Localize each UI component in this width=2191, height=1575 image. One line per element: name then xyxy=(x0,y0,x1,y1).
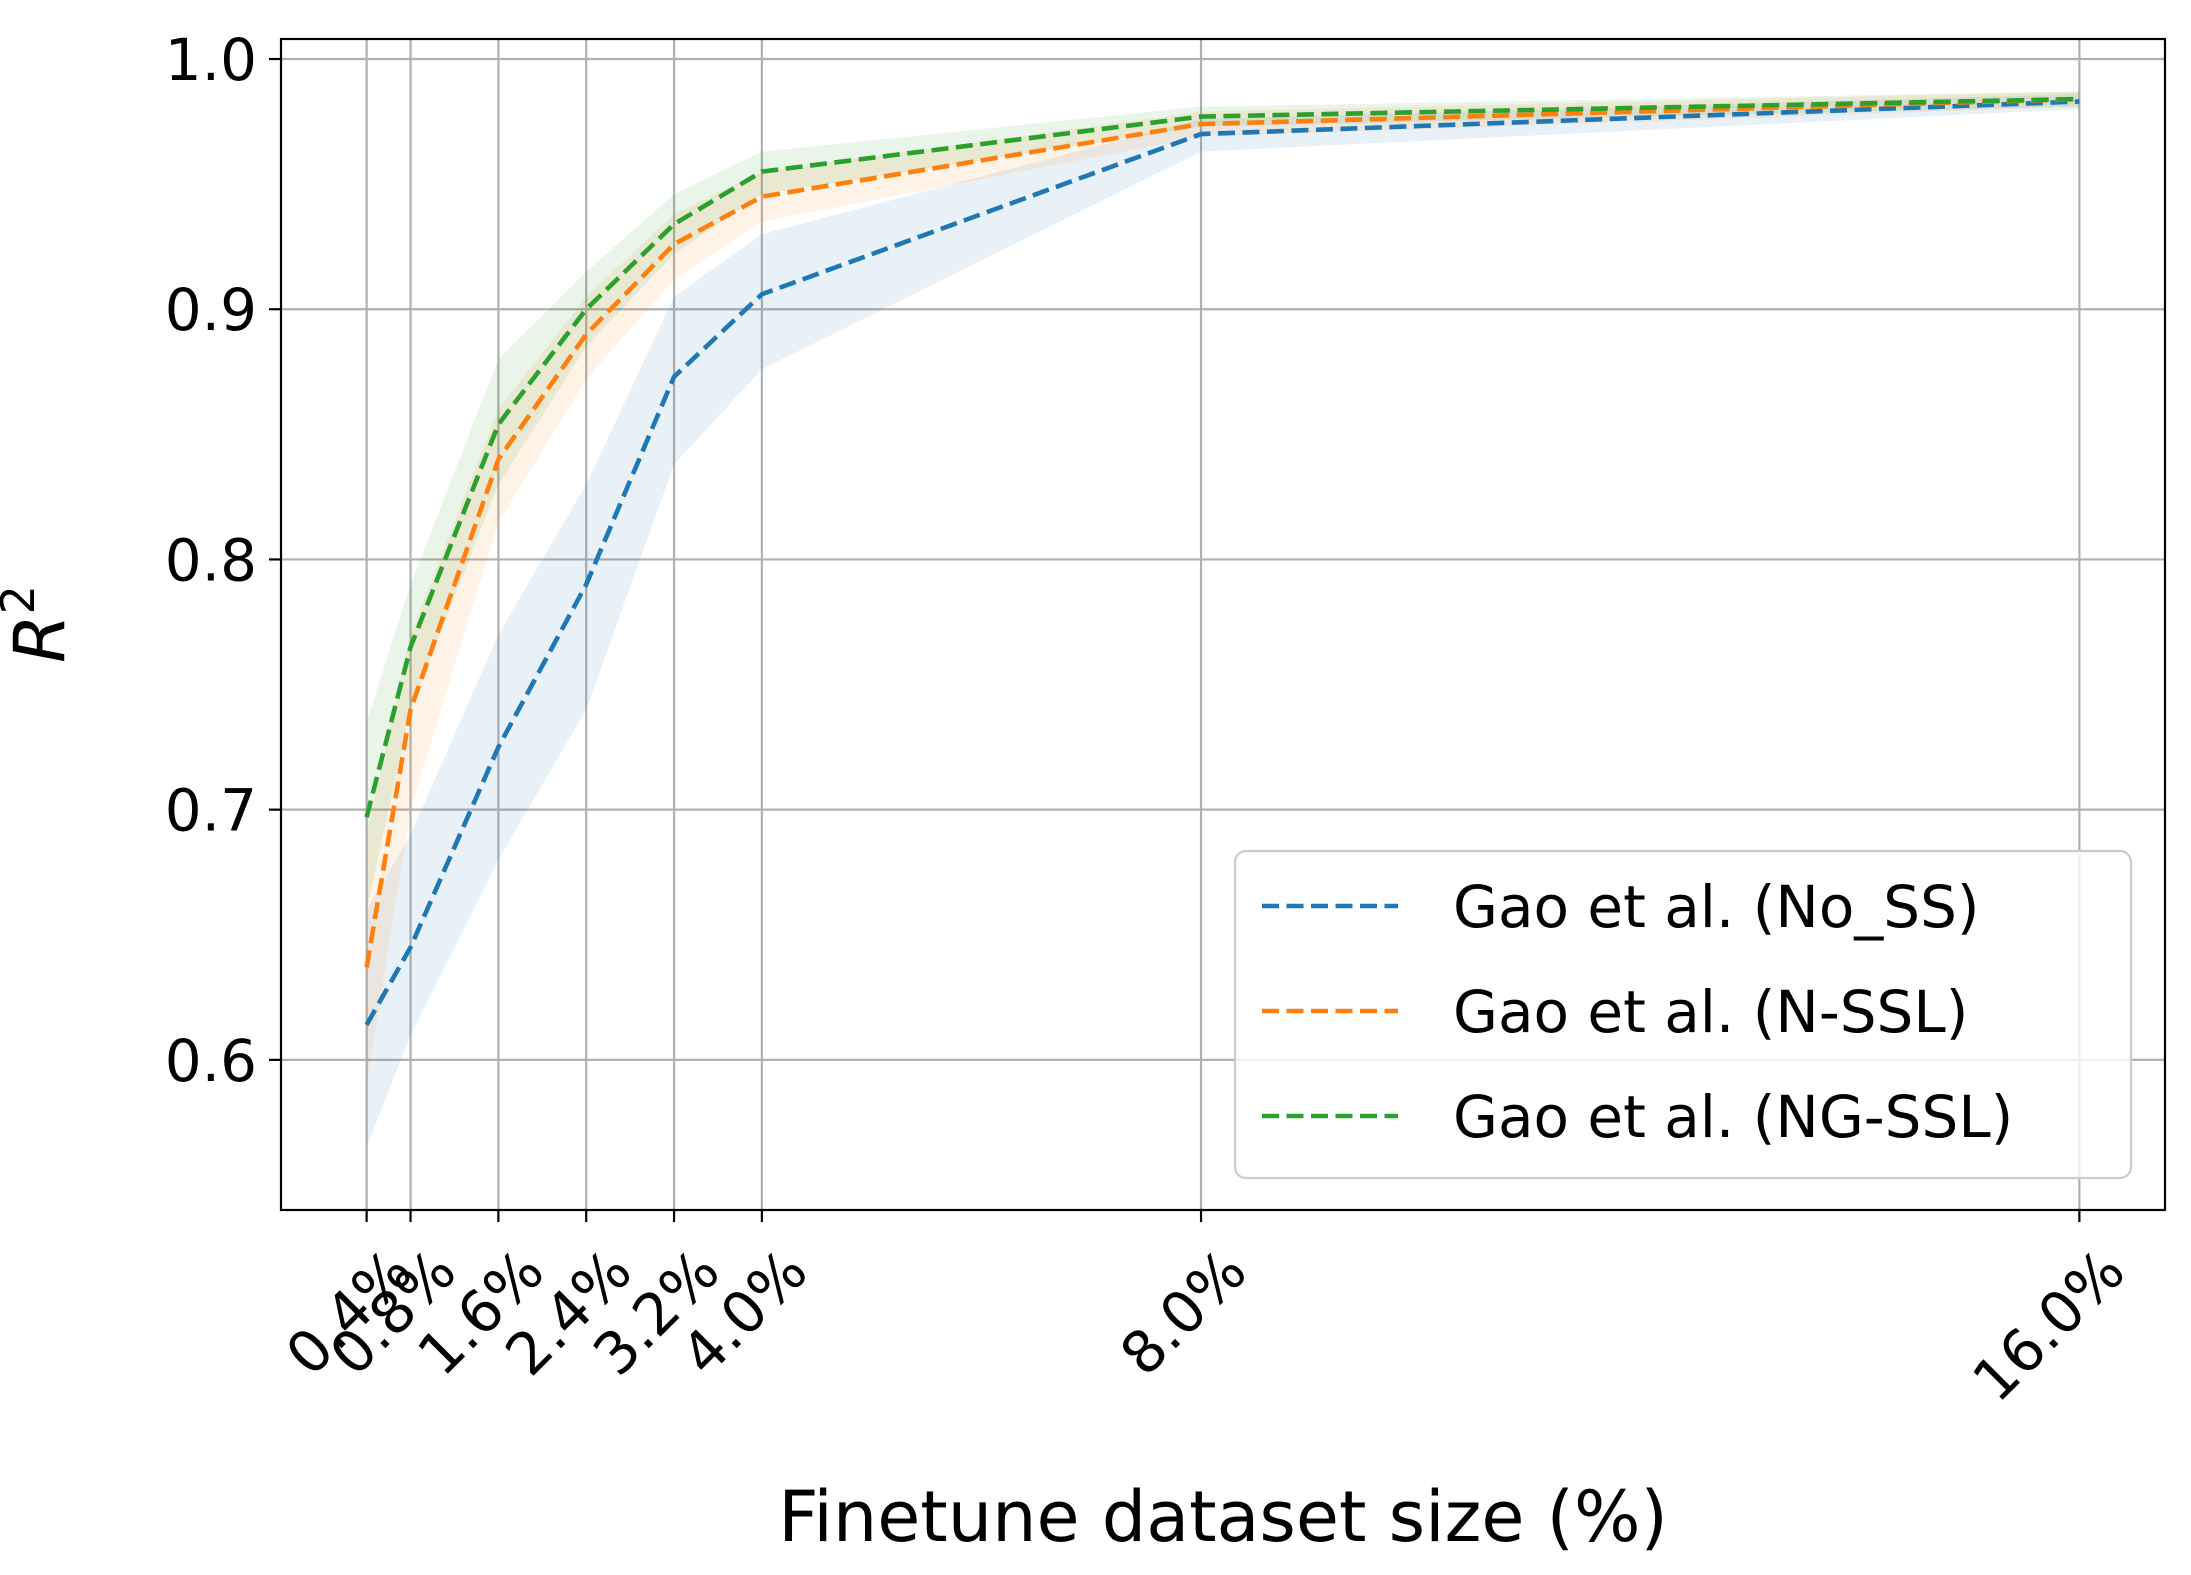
y-tick-label: 0.9 xyxy=(165,276,257,344)
series-lines xyxy=(364,96,2080,1026)
y-tick-label: 0.8 xyxy=(165,526,257,594)
legend-item: Gao et al. (NG-SSL) xyxy=(1262,1083,2013,1151)
y-axis-label-base: R xyxy=(0,614,81,663)
grid xyxy=(281,39,2165,1210)
legend-label: Gao et al. (N-SSL) xyxy=(1453,978,1968,1046)
series-line xyxy=(364,96,2080,968)
y-tick-label: 0.7 xyxy=(165,777,257,845)
y-tick-label: 0.6 xyxy=(165,1027,257,1095)
legend: Gao et al. (No_SS) Gao et al. (N-SSL) Gao … xyxy=(1233,849,2133,1180)
axis-labels: Finetune dataset size (%) R2 xyxy=(0,585,1668,1558)
series-line xyxy=(364,96,2080,818)
series-line xyxy=(364,99,2080,1026)
plot-area xyxy=(279,37,2167,1212)
legend-label: Gao et al. (NG-SSL) xyxy=(1453,1083,2013,1151)
x-axis-label: Finetune dataset size (%) xyxy=(778,1476,1668,1558)
legend-label: Gao et al. (No_SS) xyxy=(1453,873,1980,941)
y-axis-label-superscript: 2 xyxy=(0,585,45,614)
y-tick-label: 1.0 xyxy=(165,26,257,94)
legend-box xyxy=(1233,849,2133,1180)
legend-item: Gao et al. (No_SS) xyxy=(1262,873,1980,941)
y-axis-label: R2 xyxy=(0,585,81,663)
legend-item: Gao et al. (N-SSL) xyxy=(1262,978,1968,1046)
